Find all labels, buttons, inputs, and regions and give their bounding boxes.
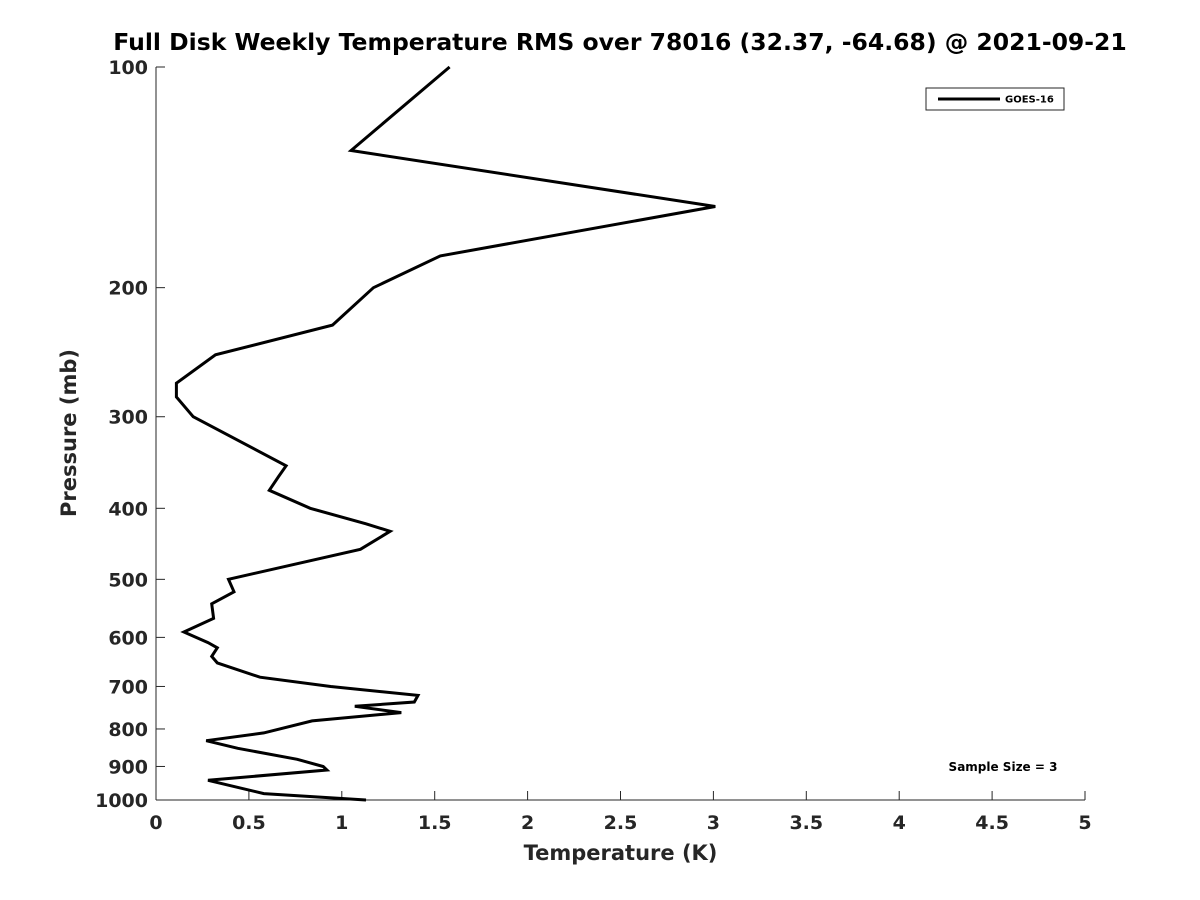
x-tick-label: 4 [893, 812, 906, 834]
y-tick-label: 500 [108, 569, 148, 591]
x-tick-label: 2.5 [604, 812, 638, 834]
series-layer [174, 65, 716, 802]
y-tick-label: 400 [108, 498, 148, 520]
x-tick-label: 0 [149, 812, 162, 834]
y-axis-label: Pressure (mb) [57, 349, 81, 517]
chart-title: Full Disk Weekly Temperature RMS over 78… [113, 28, 1127, 56]
y-tick-label: 700 [108, 676, 148, 698]
x-axis-label: Temperature (K) [524, 841, 718, 865]
legend-label: GOES-16 [1005, 95, 1054, 106]
x-tick-label: 0.5 [232, 812, 266, 834]
y-tick-label: 300 [108, 407, 148, 429]
x-tick-label: 1 [335, 812, 348, 834]
y-tick-label: 600 [108, 627, 148, 649]
sample-size-annotation: Sample Size = 3 [949, 760, 1058, 774]
legend: GOES-16 [925, 87, 1065, 111]
y-tick-label: 900 [108, 756, 148, 778]
x-tick-label: 4.5 [975, 812, 1009, 834]
x-tick-label: 3.5 [789, 812, 823, 834]
x-tick-label: 1.5 [418, 812, 452, 834]
axes: 0 0.5 1 1.5 2 2.5 3 3.5 4 4.5 5 100 200 300 400 500 600 7… [95, 57, 1092, 834]
series-line-goes-16 [174, 65, 716, 802]
y-tick-label: 1000 [95, 790, 148, 812]
y-tick-label: 800 [108, 719, 148, 741]
y-tick-label: 100 [108, 57, 148, 79]
x-tick-label: 2 [521, 812, 534, 834]
x-tick-label: 5 [1078, 812, 1091, 834]
x-tick-label: 3 [707, 812, 720, 834]
y-tick-label: 200 [108, 278, 148, 300]
